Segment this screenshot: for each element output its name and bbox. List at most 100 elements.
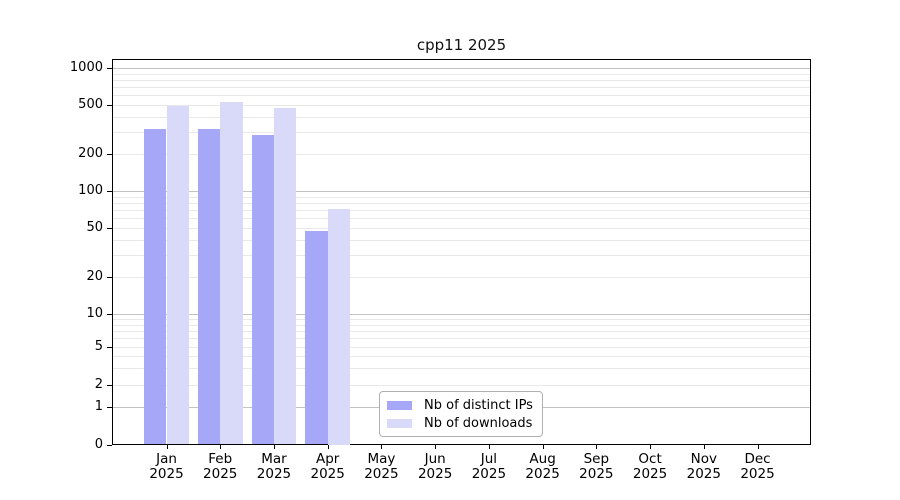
y-gridline bbox=[113, 347, 810, 348]
month-label: Mar bbox=[261, 451, 287, 467]
month-label: Jun bbox=[424, 451, 446, 467]
x-tick-label: Feb 2025 bbox=[188, 452, 252, 481]
y-minor-gridline bbox=[113, 218, 810, 219]
plot-spine-right bbox=[810, 59, 811, 445]
year-label: 2025 bbox=[579, 465, 614, 482]
y-minor-gridline bbox=[113, 356, 810, 357]
bar-distinct-ips bbox=[305, 231, 328, 445]
bar-downloads bbox=[166, 105, 189, 445]
x-tick-mark bbox=[167, 445, 168, 449]
y-tick-label: 200 bbox=[78, 146, 103, 161]
y-minor-gridline bbox=[113, 74, 810, 75]
x-tick-mark bbox=[596, 445, 597, 449]
chart-title: cpp11 2025 bbox=[416, 36, 507, 54]
month-label: Jan bbox=[156, 451, 177, 467]
y-tick-label: 50 bbox=[86, 220, 103, 235]
y-minor-gridline bbox=[113, 210, 810, 211]
year-label: 2025 bbox=[149, 465, 184, 482]
y-minor-gridline bbox=[113, 331, 810, 332]
downloads-swatch bbox=[387, 418, 412, 428]
y-minor-gridline bbox=[113, 197, 810, 198]
y-minor-gridline bbox=[113, 338, 810, 339]
y-tick-mark bbox=[107, 385, 112, 386]
x-tick-mark bbox=[328, 445, 329, 449]
x-tick-label: Aug 2025 bbox=[511, 452, 575, 481]
y-tick-mark bbox=[107, 68, 112, 69]
y-gridline bbox=[113, 68, 810, 69]
legend-item-distinct-ips: Nb of distinct IPs bbox=[387, 396, 536, 414]
x-tick-label: Dec 2025 bbox=[726, 452, 790, 481]
y-minor-gridline bbox=[113, 87, 810, 88]
year-label: 2025 bbox=[525, 465, 560, 482]
x-tick-label: Apr 2025 bbox=[296, 452, 360, 481]
y-tick-mark bbox=[107, 191, 112, 192]
x-tick-mark bbox=[704, 445, 705, 449]
y-tick-label: 10 bbox=[86, 306, 103, 321]
plot-spine-bottom bbox=[112, 444, 811, 445]
chart-legend: Nb of distinct IPs Nb of downloads bbox=[379, 391, 543, 437]
x-tick-label: Jul 2025 bbox=[457, 452, 521, 481]
y-tick-mark bbox=[107, 407, 112, 408]
x-tick-label: Jan 2025 bbox=[135, 452, 199, 481]
y-gridline bbox=[113, 228, 810, 229]
year-label: 2025 bbox=[686, 465, 721, 482]
bar-downloads bbox=[327, 208, 351, 445]
year-label: 2025 bbox=[740, 465, 775, 482]
legend-label: Nb of distinct IPs bbox=[424, 397, 533, 413]
year-label: 2025 bbox=[471, 465, 507, 482]
bar-distinct-ips bbox=[144, 128, 167, 445]
bar-downloads bbox=[274, 107, 297, 445]
y-tick-mark bbox=[107, 228, 112, 229]
x-tick-mark bbox=[650, 445, 651, 449]
y-tick-mark bbox=[107, 445, 112, 446]
y-minor-gridline bbox=[113, 95, 810, 96]
y-minor-gridline bbox=[113, 203, 810, 204]
x-tick-mark bbox=[435, 445, 436, 449]
x-tick-mark bbox=[381, 445, 382, 449]
x-tick-label: Oct 2025 bbox=[618, 452, 682, 481]
year-label: 2025 bbox=[364, 465, 399, 482]
month-label: Aug bbox=[529, 451, 556, 467]
x-tick-mark bbox=[220, 445, 221, 449]
bar-distinct-ips bbox=[197, 128, 221, 445]
month-label: Feb bbox=[208, 451, 233, 467]
x-tick-mark bbox=[489, 445, 490, 449]
y-tick-mark bbox=[107, 154, 112, 155]
month-label: Nov bbox=[690, 451, 717, 467]
y-tick-mark bbox=[107, 105, 112, 106]
legend-item-downloads: Nb of downloads bbox=[387, 414, 536, 432]
y-tick-label: 1 bbox=[94, 399, 103, 414]
x-tick-label: May 2025 bbox=[349, 452, 413, 481]
x-tick-label: Mar 2025 bbox=[242, 452, 306, 481]
y-gridline bbox=[113, 385, 810, 386]
y-minor-gridline bbox=[113, 132, 810, 133]
plot-spine-top bbox=[112, 59, 811, 60]
y-minor-gridline bbox=[113, 117, 810, 118]
year-label: 2025 bbox=[417, 465, 453, 482]
x-tick-label: Sep 2025 bbox=[564, 452, 628, 481]
y-gridline bbox=[113, 277, 810, 278]
x-tick-mark bbox=[758, 445, 759, 449]
month-label: Apr bbox=[316, 451, 340, 467]
bar-downloads bbox=[220, 102, 243, 445]
month-label: Sep bbox=[583, 451, 610, 467]
distinct-ips-swatch bbox=[387, 400, 412, 410]
y-minor-gridline bbox=[113, 80, 810, 81]
y-minor-gridline bbox=[113, 240, 810, 241]
month-label: May bbox=[367, 451, 396, 467]
y-tick-label: 1000 bbox=[69, 60, 103, 75]
month-label: Jul bbox=[480, 451, 498, 467]
y-tick-label: 0 bbox=[94, 436, 103, 452]
year-label: 2025 bbox=[632, 465, 668, 482]
x-tick-mark bbox=[543, 445, 544, 449]
y-tick-label: 20 bbox=[86, 269, 103, 284]
x-tick-label: Nov 2025 bbox=[672, 452, 736, 481]
plot-spine-left bbox=[112, 59, 113, 445]
bar-distinct-ips bbox=[251, 134, 274, 445]
year-label: 2025 bbox=[203, 465, 238, 482]
y-minor-gridline bbox=[113, 319, 810, 320]
y-tick-label: 500 bbox=[78, 96, 103, 112]
month-label: Oct bbox=[638, 451, 662, 467]
y-minor-gridline bbox=[113, 325, 810, 326]
